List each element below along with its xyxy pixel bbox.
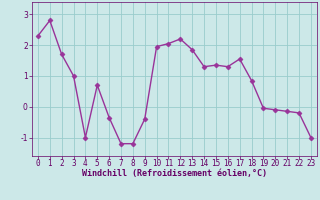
X-axis label: Windchill (Refroidissement éolien,°C): Windchill (Refroidissement éolien,°C) [82,169,267,178]
